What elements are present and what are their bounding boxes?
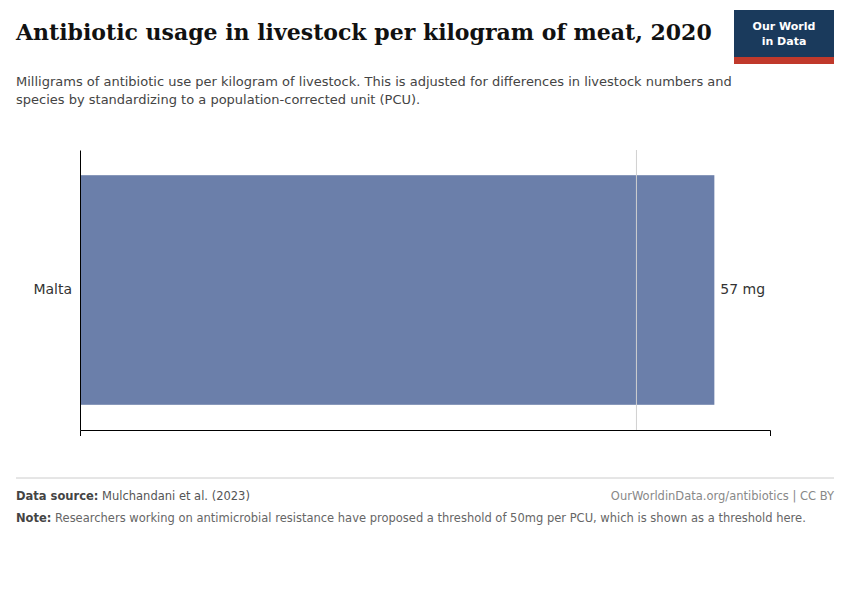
note-text: Researchers working on antimicrobial res… [51, 511, 805, 525]
logo-box [734, 10, 834, 64]
x-axis-line [81, 431, 771, 437]
chart: Our World in Data Antibiotic usage in live… [0, 0, 850, 600]
subtitle: Milligrams of antibiotic use per kilogra… [16, 74, 732, 107]
bar [80, 175, 714, 405]
note: Note: Researchers working on antimicrobi… [16, 511, 806, 525]
website: OurWorldinData.org/antibiotics | CC BY [611, 489, 835, 503]
logo: Our World in Data [734, 10, 834, 64]
data-source-label: Data source: [16, 489, 98, 503]
y-tick: Malta [33, 281, 72, 297]
logo-text: in Data [762, 35, 807, 48]
data-source-text: Mulchandani et al. (2023) [98, 489, 250, 503]
logo-text: Our World [753, 20, 816, 33]
plot-area [80, 150, 714, 430]
data-label: 57 mg [720, 281, 765, 297]
note-label: Note: [16, 511, 51, 525]
y-axis: Malta [33, 151, 80, 431]
y-axis-line [80, 151, 81, 431]
footer-separator [16, 478, 834, 479]
logo-stripe [734, 57, 834, 64]
y-tick-label: Malta [33, 281, 72, 297]
threshold-line [636, 150, 637, 430]
data-source: Data source: Mulchandani et al. (2023) [16, 489, 250, 503]
x-axis [81, 431, 771, 437]
title: Antibiotic usage in livestock per kilogr… [15, 19, 712, 45]
